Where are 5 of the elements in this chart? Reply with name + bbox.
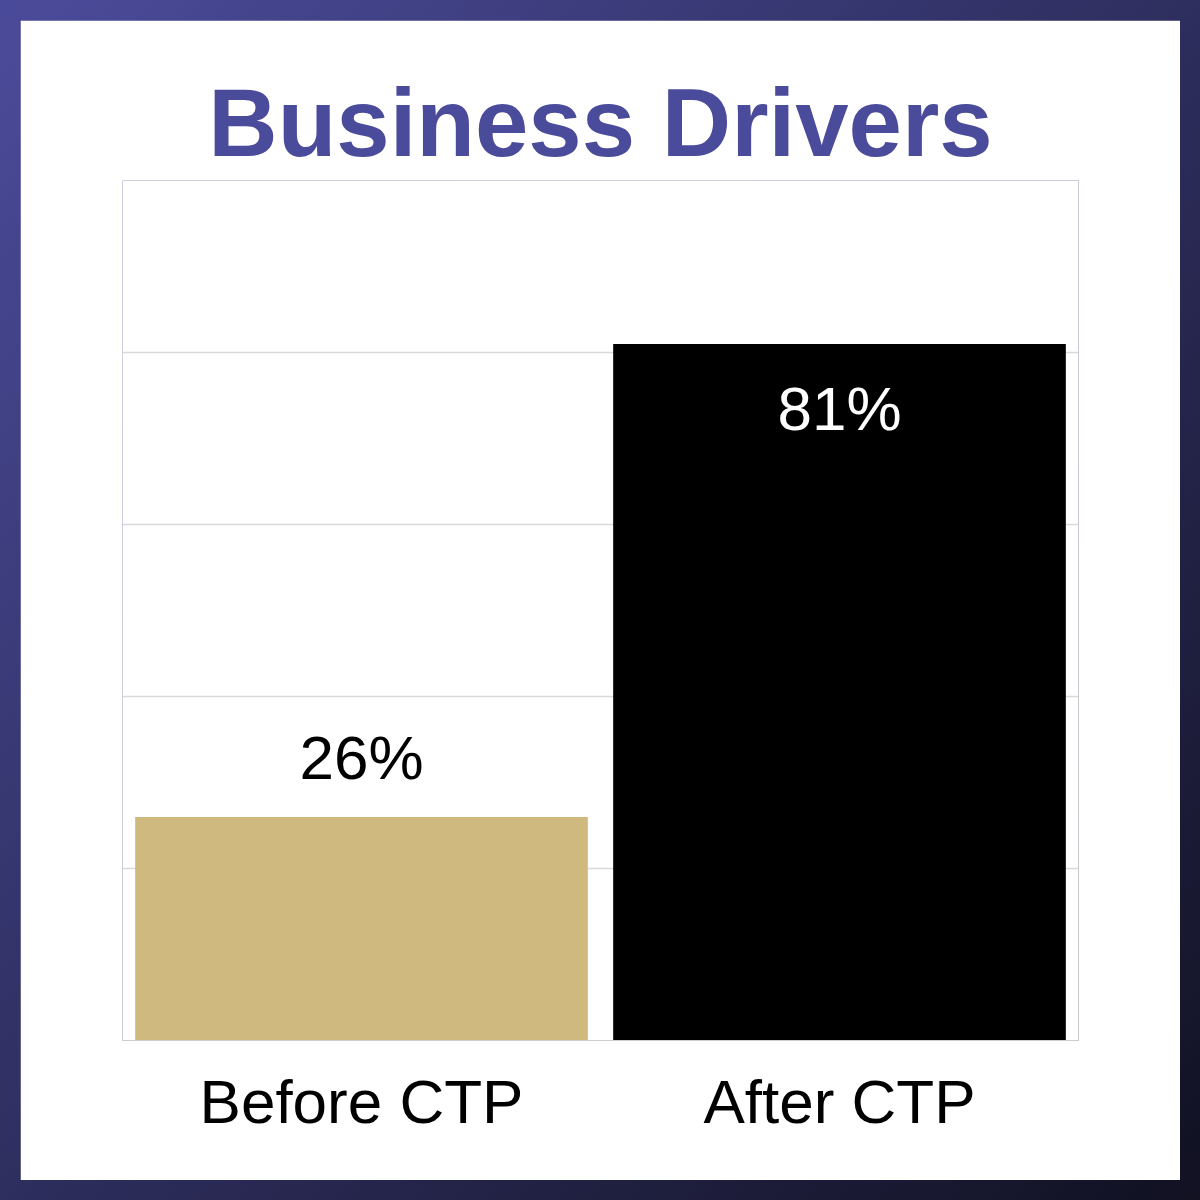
- x-tick-label: After CTP: [703, 1066, 976, 1136]
- x-tick-label: Before CTP: [199, 1066, 524, 1136]
- data-label: 81%: [777, 373, 902, 443]
- chart-title: Business Drivers: [208, 68, 993, 176]
- data-label: 26%: [299, 722, 424, 792]
